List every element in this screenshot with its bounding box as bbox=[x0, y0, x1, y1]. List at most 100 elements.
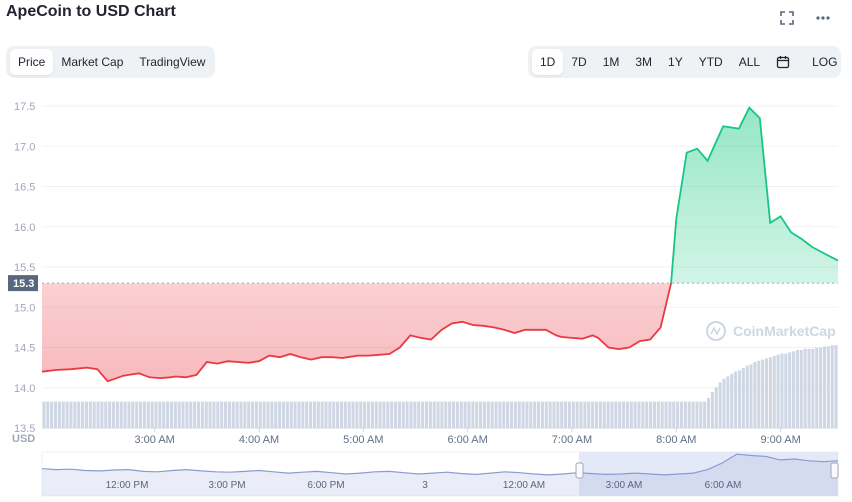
volume-bar bbox=[819, 347, 823, 428]
log-toggle[interactable]: LOG bbox=[812, 55, 838, 69]
volume-bar bbox=[200, 401, 204, 428]
volume-bar bbox=[792, 351, 796, 428]
navigator-tick-label: 6:00 PM bbox=[307, 480, 344, 491]
volume-bar bbox=[316, 401, 320, 428]
volume-bar bbox=[540, 401, 544, 428]
volume-bar bbox=[266, 401, 270, 428]
price-area-down bbox=[42, 283, 838, 382]
volume-bar bbox=[401, 401, 405, 428]
volume-bar bbox=[676, 401, 680, 428]
tab-price[interactable]: Price bbox=[10, 49, 54, 75]
volume-bar bbox=[196, 401, 201, 428]
y-unit-label: USD bbox=[12, 433, 35, 445]
volume-bar bbox=[289, 401, 293, 428]
range-7d[interactable]: 7D bbox=[571, 55, 587, 69]
volume-bar bbox=[166, 401, 170, 428]
volume-bar bbox=[768, 357, 772, 428]
volume-bar bbox=[158, 401, 162, 428]
volume-bar bbox=[436, 401, 440, 428]
volume-bar bbox=[571, 401, 575, 428]
volume-bar bbox=[53, 401, 58, 428]
range-1m[interactable]: 1M bbox=[602, 55, 620, 69]
x-tick-label: 5:00 AM bbox=[343, 434, 383, 446]
volume-bar bbox=[332, 401, 336, 428]
volume-bar bbox=[587, 401, 591, 428]
y-tick-label: 13.5 bbox=[14, 423, 35, 435]
navigator-tick-label: 3:00 PM bbox=[208, 480, 245, 491]
volume-bar bbox=[150, 401, 154, 428]
range-all[interactable]: ALL bbox=[738, 55, 761, 69]
range-3m[interactable]: 3M bbox=[635, 55, 653, 69]
volume-bar bbox=[807, 348, 811, 428]
volume-bar bbox=[270, 401, 274, 428]
volume-bar bbox=[432, 401, 436, 428]
tab-market-cap[interactable]: Market Cap bbox=[61, 55, 124, 69]
volume-bar bbox=[776, 354, 780, 428]
volume-bar bbox=[726, 376, 730, 428]
volume-bar bbox=[749, 364, 753, 428]
volume-bar bbox=[409, 401, 413, 428]
volume-bar bbox=[424, 401, 429, 428]
price-line-down bbox=[41, 283, 673, 383]
volume-bar bbox=[679, 401, 684, 428]
volume-bar bbox=[374, 401, 378, 428]
more-icon[interactable] bbox=[813, 8, 833, 28]
calendar-icon[interactable] bbox=[768, 49, 798, 75]
volume-bar bbox=[811, 348, 815, 428]
volume-bar bbox=[111, 401, 116, 428]
x-tick-label: 3:00 AM bbox=[134, 434, 174, 446]
volume-bar bbox=[479, 401, 483, 428]
range-1y[interactable]: 1Y bbox=[668, 55, 683, 69]
range-1d[interactable]: 1D bbox=[532, 49, 564, 75]
volume-bar bbox=[142, 401, 146, 428]
volume-bar bbox=[328, 401, 332, 428]
y-tick-label: 17.0 bbox=[14, 141, 35, 153]
y-tick-label: 17.5 bbox=[14, 101, 35, 113]
volume-bar bbox=[594, 401, 599, 428]
y-tick-label: 14.0 bbox=[14, 383, 35, 395]
volume-bar bbox=[637, 401, 641, 428]
volume-bar bbox=[444, 401, 448, 428]
navigator-tick-label: 12:00 AM bbox=[503, 480, 545, 491]
volume-bar bbox=[741, 368, 745, 428]
volume-bar bbox=[560, 401, 564, 428]
range-ytd[interactable]: YTD bbox=[698, 55, 723, 69]
range-navigator[interactable]: 12:00 PM 3:00 PM 6:00 PM 3 12:00 AM 3:00 AM 6:… bbox=[41, 451, 839, 497]
view-tabs: Price Market Cap TradingView bbox=[6, 46, 215, 78]
more-icon-graphic bbox=[816, 16, 830, 20]
range-tabs: 1D 7D 1M 3M 1Y YTD ALL LOG bbox=[528, 46, 841, 78]
volume-bar bbox=[490, 401, 494, 428]
volume-bar bbox=[707, 398, 711, 428]
volume-bar bbox=[683, 401, 687, 428]
volume-bar bbox=[772, 356, 776, 428]
volume-bar bbox=[386, 401, 390, 428]
volume-bar bbox=[652, 401, 656, 428]
baseline-badge-label: 15.3 bbox=[13, 278, 34, 290]
y-tick-label: 14.5 bbox=[14, 343, 35, 355]
volume-bar bbox=[312, 401, 316, 428]
fullscreen-icon[interactable] bbox=[777, 8, 797, 28]
volume-bar bbox=[606, 401, 610, 428]
volume-bar bbox=[189, 401, 193, 428]
volume-bar bbox=[745, 365, 749, 428]
volume-bar bbox=[81, 401, 85, 428]
volume-bar bbox=[544, 401, 548, 428]
volume-bar bbox=[220, 401, 224, 428]
volume-bar bbox=[803, 348, 807, 428]
volume-bar bbox=[714, 387, 718, 428]
volume-bar bbox=[753, 362, 757, 428]
volume-bar bbox=[517, 401, 521, 428]
volume-bar bbox=[366, 401, 371, 428]
volume-bar bbox=[757, 360, 761, 428]
volume-bar bbox=[583, 401, 587, 428]
volume-bar bbox=[42, 401, 46, 428]
y-tick-label: 16.5 bbox=[14, 182, 35, 194]
volume-bar bbox=[297, 401, 301, 428]
volume-bar bbox=[254, 401, 258, 428]
navigator-handle bbox=[830, 462, 839, 479]
volume-bar bbox=[262, 401, 266, 428]
volume-bar bbox=[127, 401, 131, 428]
watermark-text: CoinMarketCap bbox=[733, 323, 836, 339]
tab-tradingview[interactable]: TradingView bbox=[139, 55, 206, 69]
